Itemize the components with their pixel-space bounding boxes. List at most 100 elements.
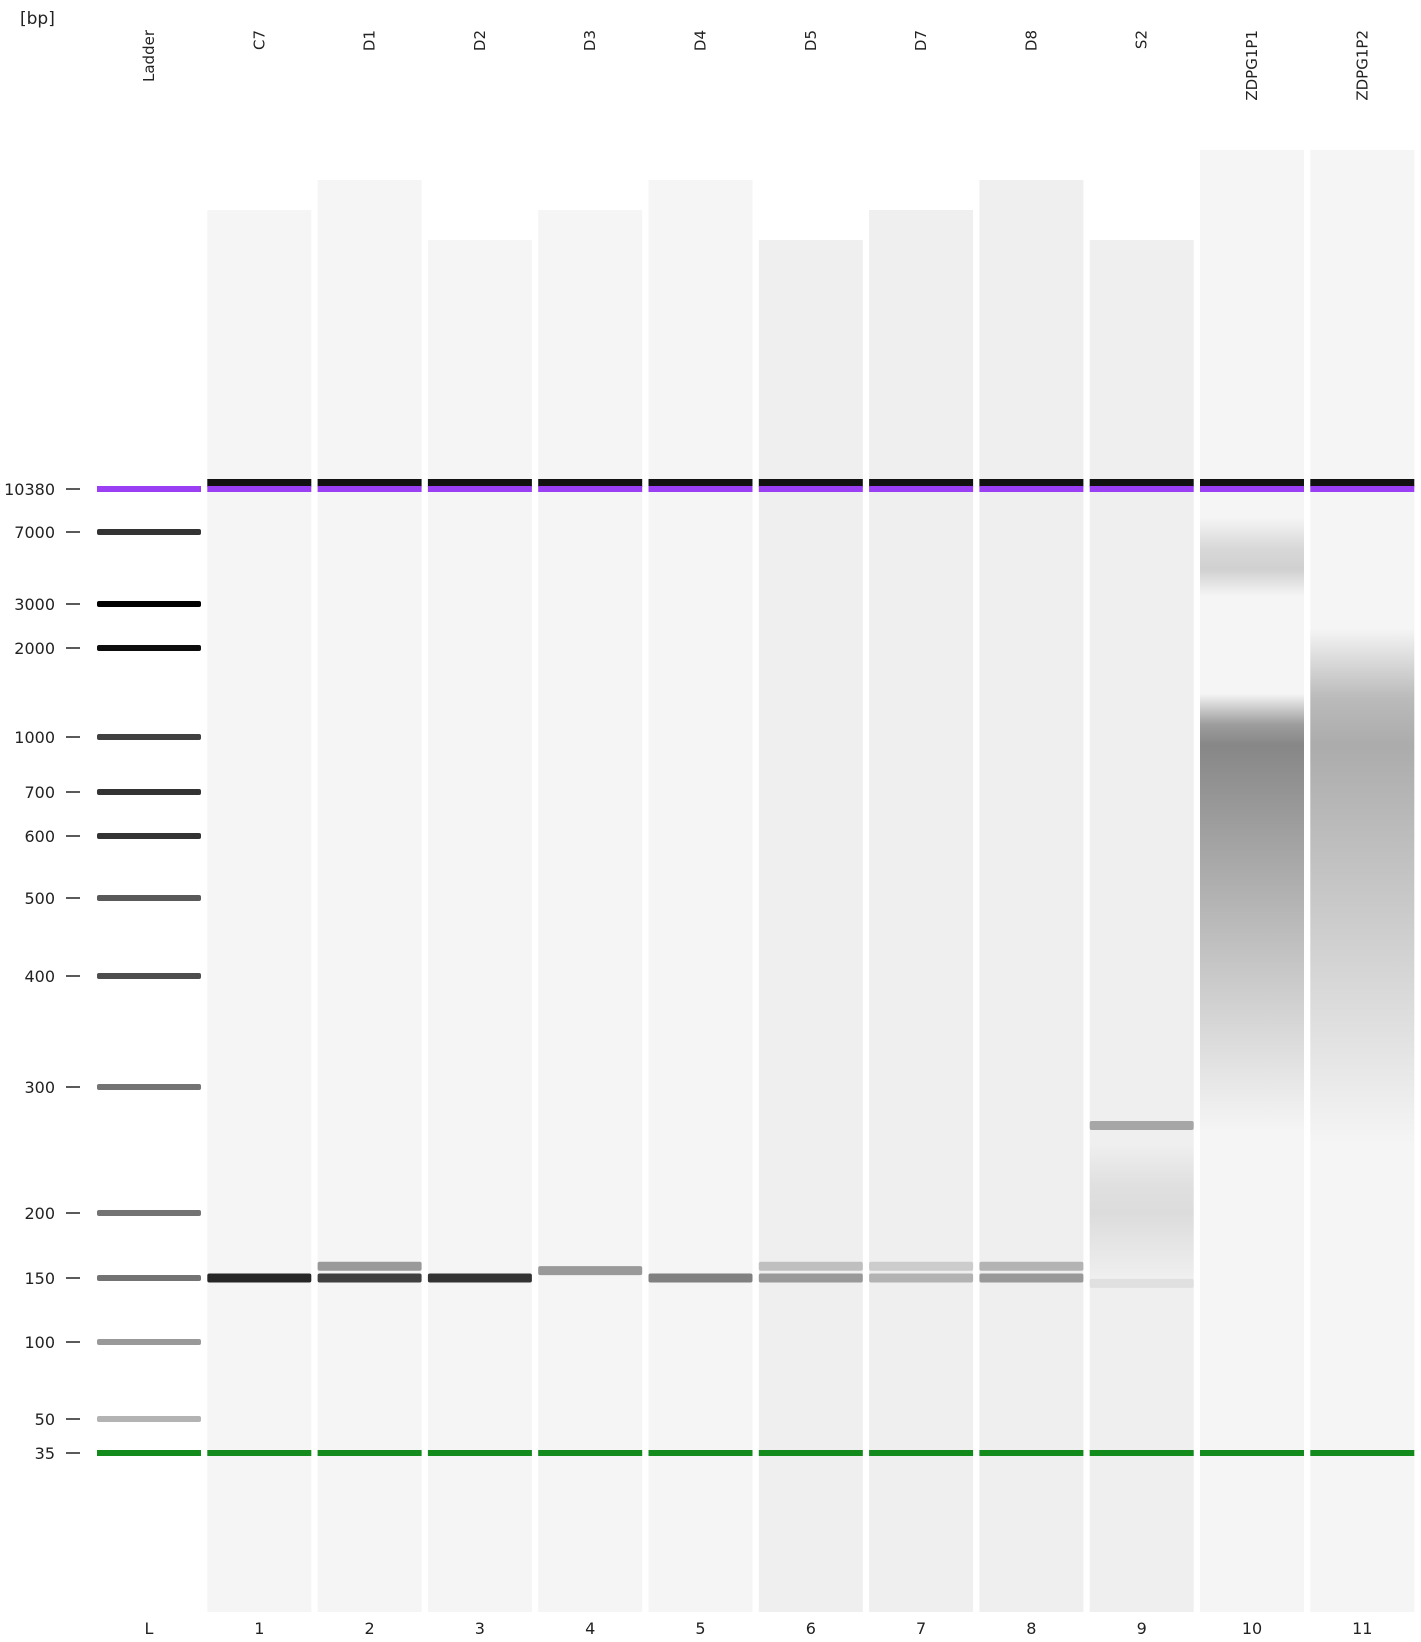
size-label-2000: 2000 <box>14 639 55 658</box>
lane-background-8 <box>979 180 1084 1612</box>
lane-number-4: 4 <box>585 1619 595 1638</box>
lower-marker-band-8 <box>979 1450 1084 1456</box>
lower-marker-band-2 <box>317 1450 422 1456</box>
upper-marker-band-5 <box>648 486 753 492</box>
upper-marker-shadow-9 <box>1089 479 1194 487</box>
lane-background-5 <box>648 180 753 1612</box>
band-lane-L-2000bp <box>97 645 201 651</box>
smear-lane-11 <box>1310 628 1415 1144</box>
upper-marker-band-2 <box>317 486 422 492</box>
unit-label: [bp] <box>20 9 55 29</box>
size-label-35: 35 <box>35 1444 55 1463</box>
lower-marker-band-10 <box>1200 1450 1304 1456</box>
lane-name-L: Ladder <box>140 29 158 82</box>
band-lane-9-265bp <box>1089 1121 1194 1131</box>
band-lane-7-150bp <box>869 1273 974 1283</box>
lane-background-L <box>97 440 201 1612</box>
lower-marker-band-4 <box>538 1450 643 1456</box>
lane-number-1: 1 <box>254 1619 264 1638</box>
band-lane-L-100bp <box>97 1339 201 1345</box>
upper-marker-band-L <box>97 486 201 492</box>
upper-marker-shadow-6 <box>758 479 863 487</box>
lower-marker-band-11 <box>1310 1450 1415 1456</box>
lane-name-9: S2 <box>1133 30 1151 49</box>
band-lane-L-400bp <box>97 973 201 979</box>
smear-lane-10 <box>1200 517 1304 596</box>
lane-background-4 <box>538 210 643 1612</box>
upper-marker-shadow-5 <box>648 479 753 487</box>
band-lane-5-150bp <box>648 1273 753 1283</box>
lane-background-3 <box>427 240 532 1612</box>
upper-marker-band-3 <box>427 486 532 492</box>
lane-name-10: ZDPG1P1 <box>1243 30 1261 101</box>
size-label-50: 50 <box>35 1410 55 1429</box>
size-ticks-group: 10380 7000 3000 2000 1000 700 600 500 400 300 200 1… <box>4 480 80 1463</box>
lane-number-10: 10 <box>1242 1619 1262 1638</box>
lower-marker-band-1 <box>207 1450 312 1456</box>
lower-marker-band-9 <box>1089 1450 1194 1456</box>
band-lane-6-158bp <box>758 1261 863 1271</box>
upper-marker-band-6 <box>758 486 863 492</box>
lane-number-L: L <box>145 1619 154 1638</box>
band-lane-7-158bp <box>869 1261 974 1271</box>
size-label-300: 300 <box>24 1078 55 1097</box>
smear-lane-9 <box>1089 1143 1194 1278</box>
smear-lane-10 <box>1200 693 1304 1132</box>
size-label-150: 150 <box>24 1269 55 1288</box>
band-lane-9-145bp <box>1089 1278 1194 1288</box>
upper-marker-shadow-4 <box>538 479 643 487</box>
lower-marker-band-6 <box>758 1450 863 1456</box>
lane-background-6 <box>758 240 863 1612</box>
upper-marker-band-11 <box>1310 486 1415 492</box>
band-lane-L-600bp <box>97 833 201 839</box>
upper-marker-band-1 <box>207 486 312 492</box>
size-label-200: 200 <box>24 1204 55 1223</box>
lane-number-7: 7 <box>916 1619 926 1638</box>
band-lane-L-3000bp <box>97 601 201 607</box>
lane-background-9 <box>1089 240 1194 1612</box>
upper-marker-band-8 <box>979 486 1084 492</box>
size-label-100: 100 <box>24 1333 55 1352</box>
lane-background-1 <box>207 210 312 1612</box>
lane-number-6: 6 <box>806 1619 816 1638</box>
lane-name-6: D5 <box>802 30 820 51</box>
size-label-600: 600 <box>24 827 55 846</box>
band-lane-L-50bp <box>97 1416 201 1422</box>
lane-number-11: 11 <box>1352 1619 1372 1638</box>
lane-name-4: D3 <box>581 30 599 51</box>
size-label-10380: 10380 <box>4 480 55 499</box>
lane-labels-group: Ladder L C7 1 D1 2 D2 3 D3 4 D4 5 D5 6 D7 7 D8 8 S2 9 ZDPG1P… <box>140 29 1372 1638</box>
lower-marker-band-5 <box>648 1450 753 1456</box>
lane-background-2 <box>317 180 422 1612</box>
size-label-1000: 1000 <box>14 728 55 747</box>
lane-name-7: D7 <box>912 30 930 51</box>
upper-marker-shadow-1 <box>207 479 312 487</box>
upper-marker-shadow-10 <box>1200 479 1304 487</box>
band-lane-2-158bp <box>317 1261 422 1271</box>
band-lane-L-200bp <box>97 1210 201 1216</box>
lane-name-11: ZDPG1P2 <box>1353 30 1371 101</box>
band-lane-L-500bp <box>97 895 201 901</box>
lane-number-9: 9 <box>1137 1619 1147 1638</box>
band-lane-2-150bp <box>317 1273 422 1283</box>
lane-name-2: D1 <box>361 30 379 51</box>
size-label-400: 400 <box>24 967 55 986</box>
band-lane-L-700bp <box>97 789 201 795</box>
lower-marker-band-7 <box>869 1450 974 1456</box>
band-lane-8-150bp <box>979 1273 1084 1283</box>
lane-name-3: D2 <box>471 30 489 51</box>
upper-marker-shadow-7 <box>869 479 974 487</box>
lane-name-5: D4 <box>692 30 710 51</box>
band-lane-6-150bp <box>758 1273 863 1283</box>
lane-number-8: 8 <box>1026 1619 1036 1638</box>
lower-marker-band-L <box>97 1450 201 1456</box>
upper-marker-shadow-8 <box>979 479 1084 487</box>
upper-marker-band-9 <box>1089 486 1194 492</box>
size-label-500: 500 <box>24 889 55 908</box>
upper-marker-band-7 <box>869 486 974 492</box>
band-lane-L-300bp <box>97 1084 201 1090</box>
band-lane-3-150bp <box>427 1273 532 1283</box>
size-label-7000: 7000 <box>14 523 55 542</box>
band-lane-8-158bp <box>979 1261 1084 1271</box>
